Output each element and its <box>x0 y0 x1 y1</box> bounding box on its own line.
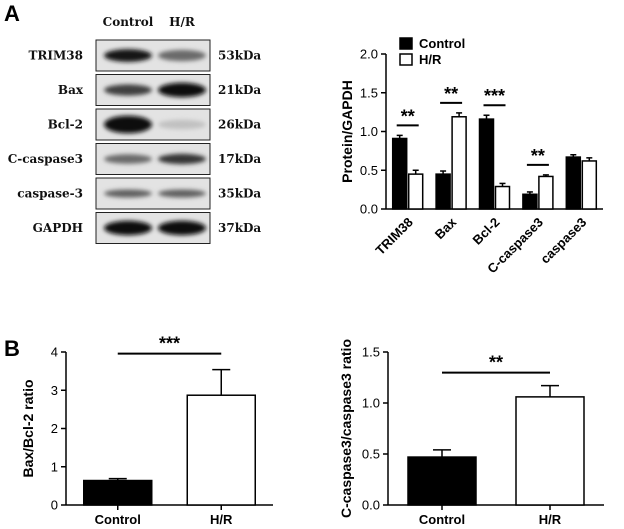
blot-band <box>158 82 206 98</box>
y-tick-label: 1.0 <box>362 396 380 411</box>
y-tick-label: 1.5 <box>362 345 380 360</box>
bax-bcl2-ratio-chart: 0 1 2 3 4 Bax/Bcl-2 ratio Control H/R *** <box>20 334 273 527</box>
bar-hr <box>494 185 511 210</box>
y-tick-label: 0.0 <box>362 498 380 513</box>
y-tick-label: 0.5 <box>360 163 378 178</box>
bar-control <box>565 156 582 210</box>
blot-kda-label: 21kDa <box>218 83 261 97</box>
y-tick-label: 0.0 <box>360 202 378 217</box>
x-tick-label: Bcl-2 <box>470 215 503 248</box>
protein-bar-chart: 0.0 0.5 1.0 1.5 2.0 Protein/GAPDH TRIM38 Bax Bcl… <box>339 36 603 276</box>
x-tick-label: H/R <box>210 512 233 527</box>
y-tick-label: 4 <box>51 345 58 360</box>
blot-column-control: Control <box>103 15 154 29</box>
y-tick-label: 3 <box>51 383 58 398</box>
blot-band <box>104 154 152 164</box>
blot-row-label: caspase-3 <box>17 187 83 201</box>
blot-row-label: Bax <box>58 83 84 97</box>
bar-hr <box>515 396 585 506</box>
bar-control <box>407 456 477 506</box>
bar-hr <box>581 160 598 210</box>
x-tick-label: caspase3 <box>537 215 589 267</box>
blot-band <box>158 153 206 165</box>
blot-band <box>104 220 152 236</box>
blot-kda-label: 17kDa <box>218 152 261 166</box>
blot-band <box>104 49 152 62</box>
y-tick-label: 2 <box>51 421 58 436</box>
x-tick-label: H/R <box>539 512 562 527</box>
y-tick-label: 0 <box>51 498 58 513</box>
significance-marker: ** <box>531 146 545 166</box>
bar-control <box>522 193 538 210</box>
y-axis-label: C-caspase3/caspase3 ratio <box>338 339 354 518</box>
bar-control <box>83 479 153 506</box>
blot-row-label: C-caspase3 <box>8 152 83 166</box>
bar-hr <box>538 175 554 210</box>
blot-band <box>104 115 152 134</box>
blot-band <box>104 84 152 96</box>
legend-label: H/R <box>419 52 442 67</box>
x-tick-label: Control <box>95 512 141 527</box>
blot-kda-label: 37kDa <box>218 221 261 235</box>
blot-kda-label: 35kDa <box>218 187 261 201</box>
y-tick-label: 2.0 <box>360 47 378 62</box>
blot-band <box>104 189 152 198</box>
bar-control <box>435 173 451 210</box>
y-tick-label: 1.5 <box>360 85 378 100</box>
x-tick-label: TRIM38 <box>373 215 416 258</box>
blot-band <box>158 189 206 198</box>
panel-label-a: A <box>4 1 20 26</box>
x-tick-label: Control <box>419 512 465 527</box>
western-blot: Control H/R TRIM38 53kDa Bax 21kDa Bcl-2 26kD… <box>8 15 261 244</box>
bar-control <box>478 118 495 210</box>
blot-band <box>158 220 206 236</box>
blot-row-label: TRIM38 <box>29 49 84 63</box>
significance-marker: *** <box>484 86 505 106</box>
legend-label: Control <box>419 36 465 51</box>
bar-hr <box>407 173 424 210</box>
x-tick-label: Bax <box>432 214 460 242</box>
caspase-ratio-chart: 0.0 0.5 1.0 1.5 C-caspase3/caspase3 ratio Con… <box>338 339 604 527</box>
bar-hr <box>451 116 467 210</box>
blot-row-label: GAPDH <box>33 221 83 235</box>
bar-hr <box>186 394 256 506</box>
significance-marker: ** <box>401 106 415 126</box>
blot-kda-label: 26kDa <box>218 118 261 132</box>
y-tick-label: 0.5 <box>362 447 380 462</box>
blot-row-label: Bcl-2 <box>48 118 83 132</box>
legend-swatch <box>399 37 413 50</box>
significance-marker: ** <box>444 84 458 104</box>
y-axis-label: Protein/GAPDH <box>339 80 355 183</box>
y-tick-label: 1 <box>51 459 58 474</box>
y-axis-label: Bax/Bcl-2 ratio <box>20 379 36 477</box>
blot-kda-label: 53kDa <box>218 49 261 63</box>
significance-marker: ** <box>489 353 503 373</box>
blot-band <box>158 49 206 62</box>
blot-column-hr: H/R <box>169 15 196 29</box>
significance-marker: *** <box>159 334 180 354</box>
y-tick-label: 1.0 <box>360 124 378 139</box>
blot-band <box>158 119 206 130</box>
panel-label-b: B <box>4 336 20 361</box>
bar-control <box>391 137 408 210</box>
legend-swatch <box>399 53 413 66</box>
